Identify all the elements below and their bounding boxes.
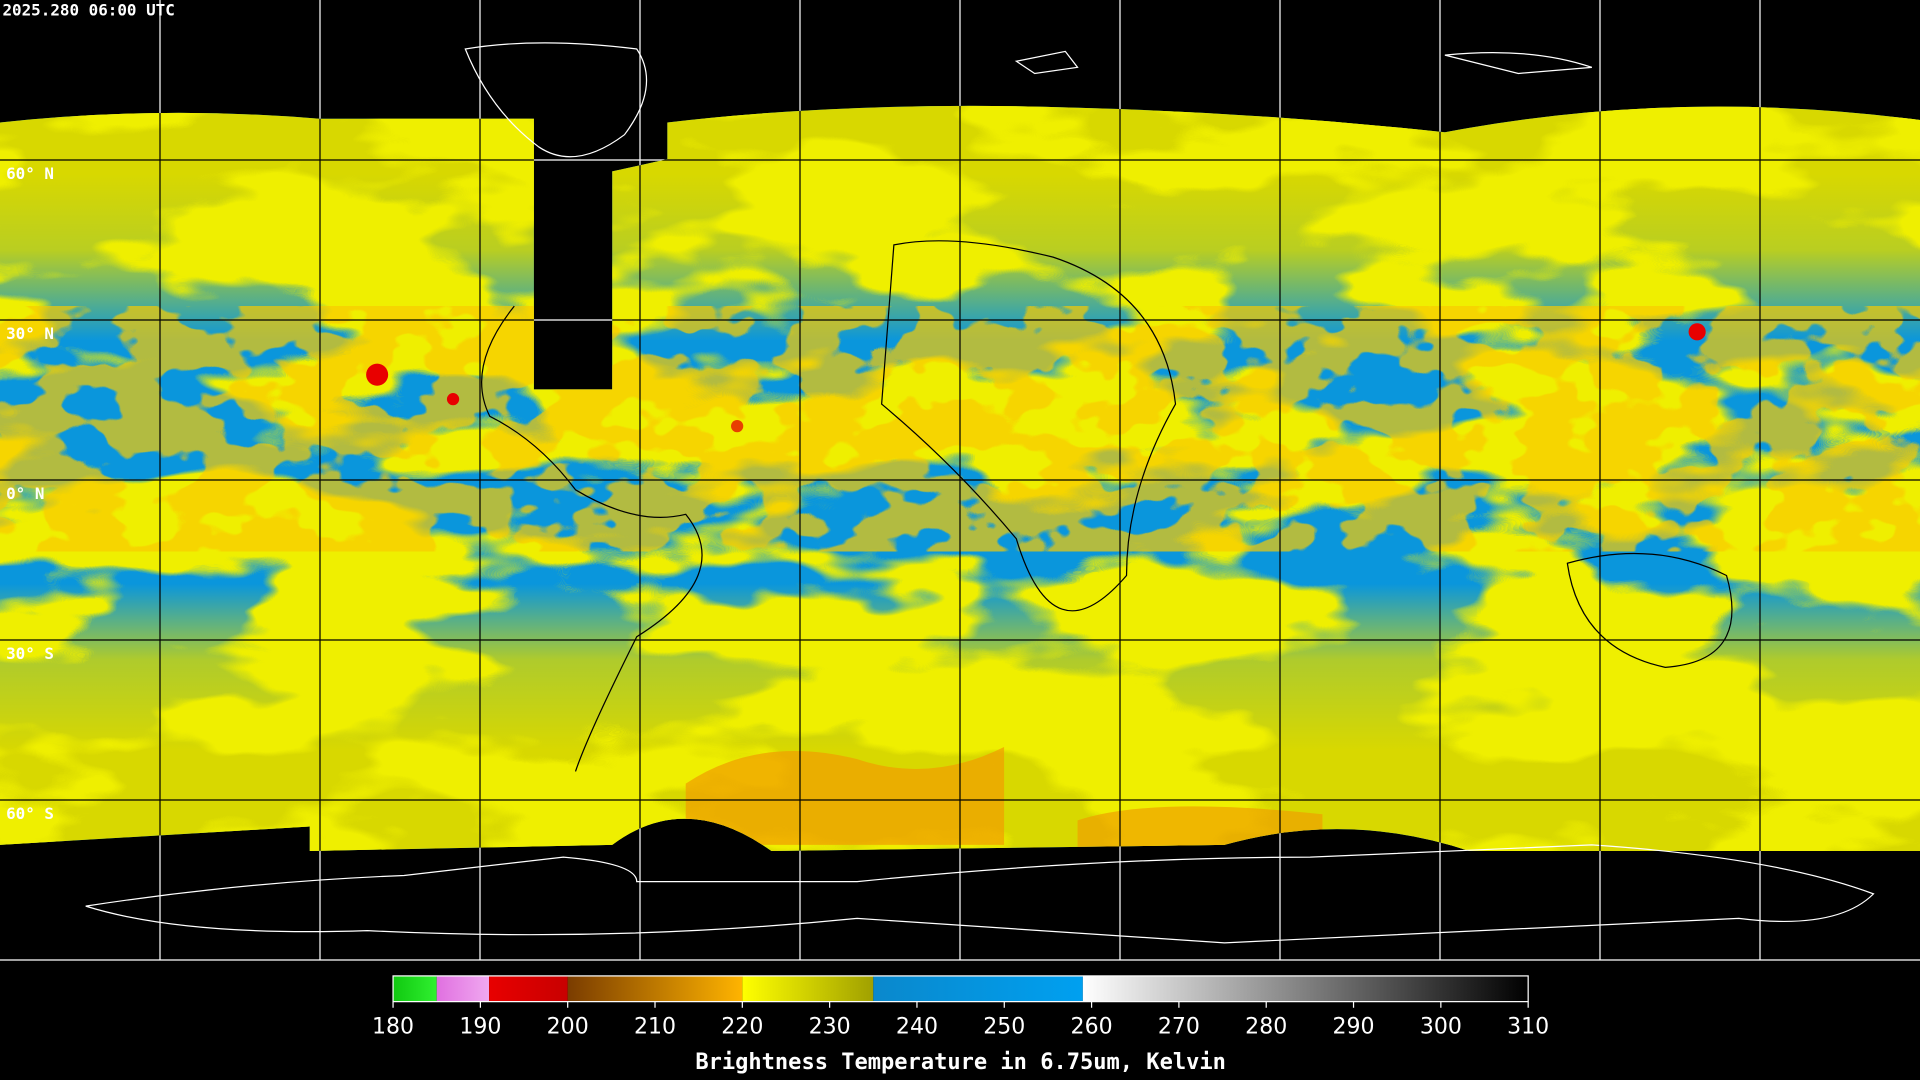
timestamp: 2025.280 06:00 UTC — [2, 1, 174, 20]
colorbar-frame — [392, 975, 1529, 1003]
colorbar-tick-label: 200 — [547, 1014, 589, 1039]
colorbar-segment — [742, 975, 874, 1002]
colorbar-segment — [393, 975, 437, 1002]
colorbar-segment — [873, 975, 1083, 1002]
colorbar-segment — [567, 975, 743, 1002]
cold-region — [685, 746, 1005, 845]
storm — [446, 393, 460, 406]
colorbar-tick-label: 210 — [634, 1014, 676, 1039]
storm — [366, 363, 389, 386]
latitude-label: 30° N — [6, 324, 54, 343]
storm — [731, 420, 744, 433]
colorbar-tick-label: 190 — [459, 1014, 501, 1039]
colorbar-tick-label: 280 — [1245, 1014, 1287, 1039]
colorbar-tick-label: 180 — [372, 1014, 414, 1039]
latitude-label: 30° S — [6, 644, 54, 663]
colorbar-tick-label: 250 — [983, 1014, 1025, 1039]
colorbar-title: Brightness Temperature in 6.75um, Kelvin — [695, 1050, 1226, 1075]
colorbar-tick-label: 260 — [1071, 1014, 1113, 1039]
colorbar-tick-label: 240 — [896, 1014, 938, 1039]
coastlines — [85, 42, 1875, 944]
storm — [1688, 323, 1706, 341]
colorbar-tick-label: 300 — [1420, 1014, 1462, 1039]
colorbar-tick-label: 230 — [809, 1014, 851, 1039]
colorbar-segment — [489, 975, 568, 1002]
latitude-label: 60° S — [6, 804, 54, 823]
latitude-label: 60° N — [6, 164, 54, 183]
colorbar-tick-label: 270 — [1158, 1014, 1200, 1039]
colorbar-segment — [436, 975, 490, 1002]
colorbar-tick-label: 310 — [1507, 1014, 1549, 1039]
colorbar-segment — [1082, 975, 1529, 1002]
colorbar-tick-label: 290 — [1333, 1014, 1375, 1039]
latitude-label: 0° N — [6, 484, 44, 503]
colorbar-tick-label: 220 — [721, 1014, 763, 1039]
